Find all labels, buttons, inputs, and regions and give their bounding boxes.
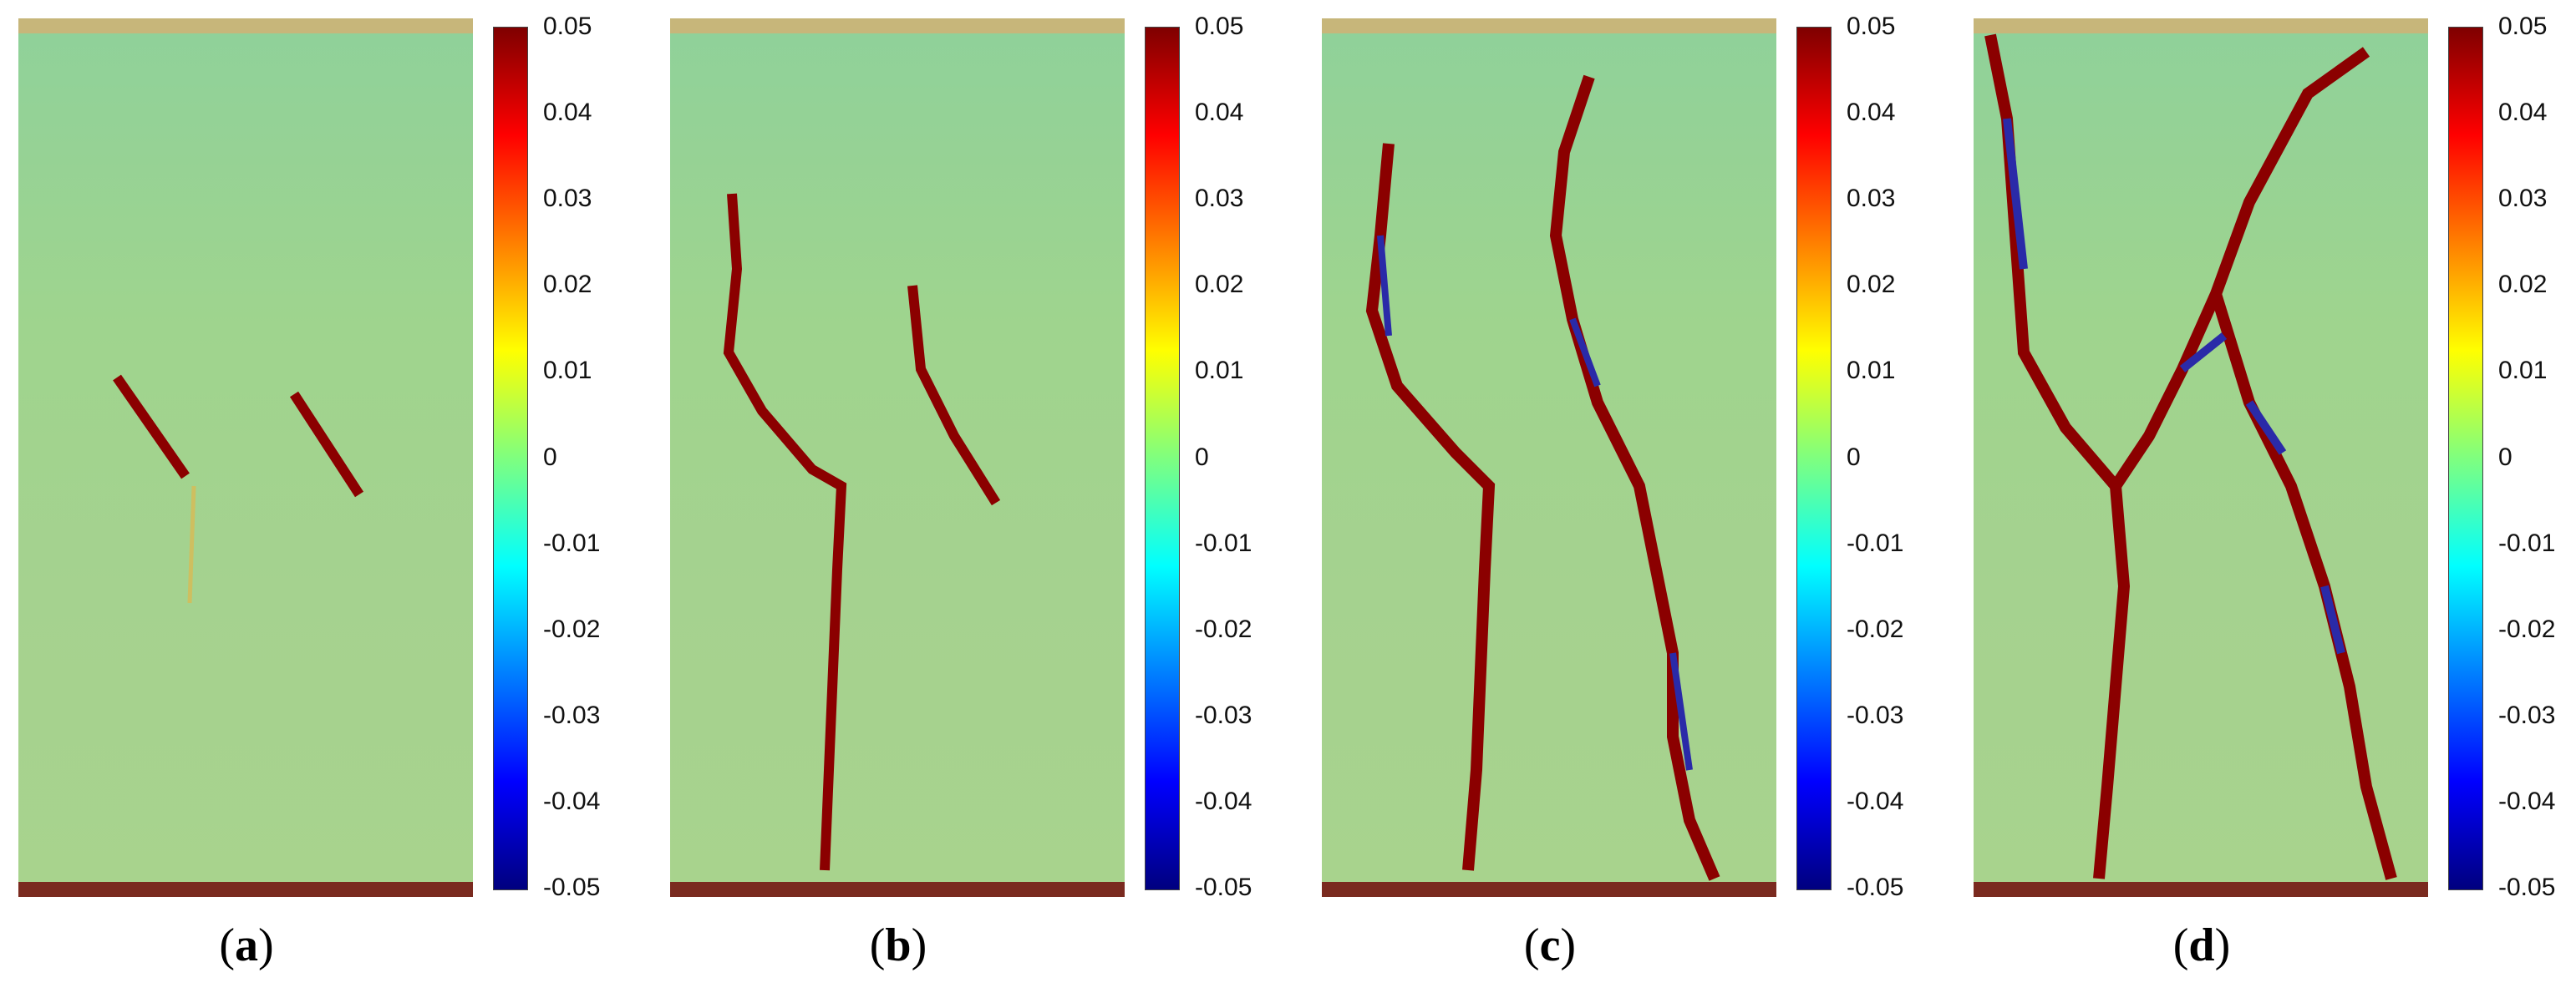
label-close: ) <box>258 919 274 971</box>
tick-label: -0.03 <box>1847 702 1904 729</box>
label-open: ( <box>1523 919 1540 971</box>
top-edge-noise <box>1974 18 2428 33</box>
crack-right-b <box>907 285 1001 506</box>
tick-label: 0.04 <box>2498 99 2548 126</box>
tick-label: 0.04 <box>543 99 592 126</box>
panel-c: 0.05 0.04 0.03 0.02 0.01 0 -0.01 -0.02 -… <box>1303 0 1947 998</box>
tick-label: 0.02 <box>543 271 592 298</box>
tick-label: -0.03 <box>1195 702 1252 729</box>
tick-label: -0.02 <box>1847 616 1904 643</box>
tick-label: 0.05 <box>1847 13 1896 40</box>
crack-right-c <box>1549 74 1720 881</box>
label-open: ( <box>219 919 235 971</box>
colorbar-b <box>1145 27 1180 890</box>
tick-label: 0.04 <box>1847 99 1896 126</box>
label-letter: b <box>885 919 912 971</box>
tick-label: 0.03 <box>2498 185 2548 212</box>
strain-field-c <box>1322 18 1776 897</box>
tick-label: 0.01 <box>1847 357 1896 384</box>
tick-label: -0.04 <box>1847 788 1904 815</box>
tick-label: 0.01 <box>1195 357 1244 384</box>
tick-label: 0.03 <box>1847 185 1896 212</box>
bottom-edge-band <box>1974 882 2428 897</box>
tick-label: 0.05 <box>543 13 592 40</box>
strain-map-a <box>18 18 473 897</box>
colorbar-d <box>2448 27 2483 890</box>
tick-label: -0.02 <box>2498 616 2556 643</box>
panel-d: 0.05 0.04 0.03 0.02 0.01 0 -0.01 -0.02 -… <box>1955 0 2576 998</box>
tick-label: 0 <box>2498 443 2512 471</box>
label-close: ) <box>2214 919 2231 971</box>
top-edge-noise <box>1322 18 1776 33</box>
label-open: ( <box>869 919 886 971</box>
tick-label: 0 <box>543 443 557 471</box>
tick-label: 0.02 <box>1847 271 1896 298</box>
tick-label: 0.03 <box>543 185 592 212</box>
tick-label: 0.01 <box>2498 357 2548 384</box>
crack-left-a <box>113 374 190 479</box>
top-edge-noise <box>18 18 473 33</box>
panel-b: 0.05 0.04 0.03 0.02 0.01 0 -0.01 -0.02 -… <box>652 0 1295 998</box>
tick-label: -0.01 <box>1847 529 1904 557</box>
label-letter: c <box>1539 919 1561 971</box>
tick-label: 0 <box>1847 443 1861 471</box>
panel-a: 0.05 0.04 0.03 0.02 0.01 0 -0.01 -0.02 -… <box>0 0 643 998</box>
strain-map-b <box>670 18 1125 897</box>
tick-label: -0.05 <box>543 874 601 901</box>
strain-field-a <box>18 18 473 897</box>
panel-label-b: (b) <box>870 919 927 972</box>
tick-label: -0.02 <box>1195 616 1252 643</box>
label-letter: d <box>2188 919 2215 971</box>
faint-trace-a <box>187 485 196 604</box>
strain-map-c <box>1322 18 1776 897</box>
tick-label: 0.05 <box>2498 13 2548 40</box>
panel-label-c: (c) <box>1524 919 1576 972</box>
label-close: ) <box>911 919 927 971</box>
bottom-edge-band <box>670 882 1125 897</box>
colorbar-c <box>1796 27 1832 890</box>
bottom-edge-band <box>18 882 473 897</box>
label-letter: a <box>235 919 258 971</box>
tick-label: -0.01 <box>2498 529 2556 557</box>
tick-label: -0.04 <box>1195 788 1252 815</box>
panel-label-d: (d) <box>2173 919 2230 972</box>
crack-right-a <box>289 391 364 498</box>
colorbar-a <box>493 27 528 890</box>
tick-label: 0.02 <box>1195 271 1244 298</box>
damage-zones-d <box>2003 118 2345 655</box>
tick-label: -0.03 <box>543 702 601 729</box>
bottom-edge-band <box>1322 882 1776 897</box>
top-edge-noise <box>670 18 1125 33</box>
label-close: ) <box>1560 919 1577 971</box>
tick-label: 0.01 <box>543 357 592 384</box>
tick-label: 0.03 <box>1195 185 1244 212</box>
tick-label: -0.05 <box>1195 874 1252 901</box>
tick-label: -0.04 <box>2498 788 2556 815</box>
crack-upper-d <box>1984 33 2370 496</box>
crack-right-d <box>2210 291 2397 880</box>
strain-field-b <box>670 18 1125 897</box>
tick-label: -0.05 <box>2498 874 2556 901</box>
strain-field-d <box>1974 18 2428 897</box>
crack-left-c <box>1365 143 1496 871</box>
tick-label: 0.02 <box>2498 271 2548 298</box>
panel-label-a: (a) <box>219 919 273 972</box>
tick-label: -0.01 <box>1195 529 1252 557</box>
strain-map-d <box>1974 18 2428 897</box>
tick-label: 0.05 <box>1195 13 1244 40</box>
tick-label: -0.01 <box>543 529 601 557</box>
tick-label: -0.02 <box>543 616 601 643</box>
label-open: ( <box>2172 919 2189 971</box>
damage-zones-c <box>1377 235 1693 771</box>
tick-label: -0.04 <box>543 788 601 815</box>
tick-label: 0 <box>1195 443 1209 471</box>
tick-label: 0.04 <box>1195 99 1244 126</box>
tick-label: -0.03 <box>2498 702 2556 729</box>
crack-left-b <box>723 193 847 871</box>
tick-label: -0.05 <box>1847 874 1904 901</box>
crack-left-d <box>2093 485 2131 879</box>
